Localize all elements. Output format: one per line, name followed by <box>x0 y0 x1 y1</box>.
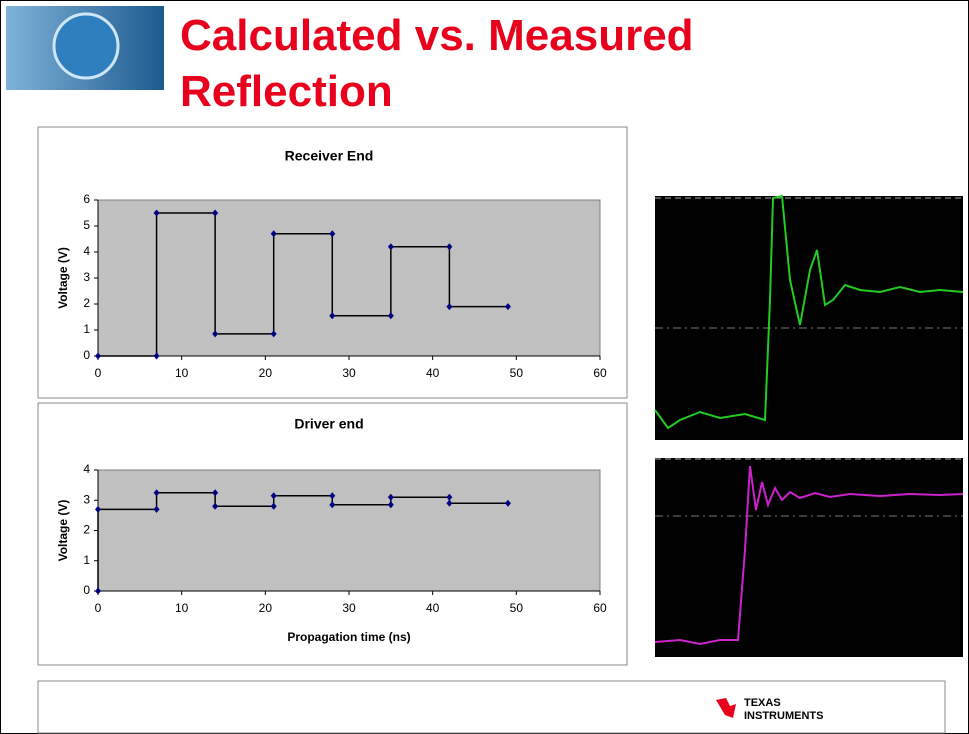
chart-title: Receiver End <box>285 148 374 164</box>
x-tick-label: 40 <box>426 601 440 615</box>
x-tick-label: 10 <box>175 601 189 615</box>
y-tick-label: 0 <box>83 583 90 597</box>
y-tick-label: 0 <box>83 348 90 362</box>
y-tick-label: 4 <box>83 244 90 258</box>
slide-title: Calculated vs. Measured Reflection <box>180 8 780 120</box>
x-tick-label: 0 <box>95 601 102 615</box>
footer-box <box>38 681 945 733</box>
x-tick-label: 30 <box>342 366 356 380</box>
plot-area <box>98 200 600 356</box>
y-axis-label: Voltage (V) <box>56 500 70 562</box>
scope-2 <box>655 458 963 657</box>
x-tick-label: 30 <box>342 601 356 615</box>
x-tick-label: 50 <box>510 601 524 615</box>
scope-1 <box>655 196 963 440</box>
x-tick-label: 50 <box>510 366 524 380</box>
y-tick-label: 1 <box>83 553 90 567</box>
slide: Texas Instruments Receiver End Voltage (V… <box>0 0 969 734</box>
x-tick-label: 40 <box>426 366 440 380</box>
x-tick-label: 10 <box>175 366 189 380</box>
x-tick-label: 0 <box>95 366 102 380</box>
y-tick-label: 3 <box>83 270 90 284</box>
y-tick-label: 4 <box>83 462 90 476</box>
y-tick-label: 3 <box>83 492 90 506</box>
y-tick-label: 1 <box>83 322 90 336</box>
y-tick-label: 5 <box>83 218 90 232</box>
x-axis-label: Propagation time (ns) <box>287 630 410 644</box>
y-axis-label: Voltage (V) <box>56 247 70 309</box>
x-tick-label: 60 <box>593 601 607 615</box>
chart-title: Driver end <box>294 416 363 432</box>
y-tick-label: 6 <box>83 192 90 206</box>
globe <box>54 14 118 78</box>
logo-text: Texas <box>744 697 781 709</box>
x-tick-label: 20 <box>259 601 273 615</box>
plot-area <box>98 470 600 591</box>
x-tick-label: 20 <box>259 366 273 380</box>
logo-text: Instruments <box>744 710 823 722</box>
y-tick-label: 2 <box>83 296 90 310</box>
y-tick-label: 2 <box>83 523 90 537</box>
x-tick-label: 60 <box>593 366 607 380</box>
